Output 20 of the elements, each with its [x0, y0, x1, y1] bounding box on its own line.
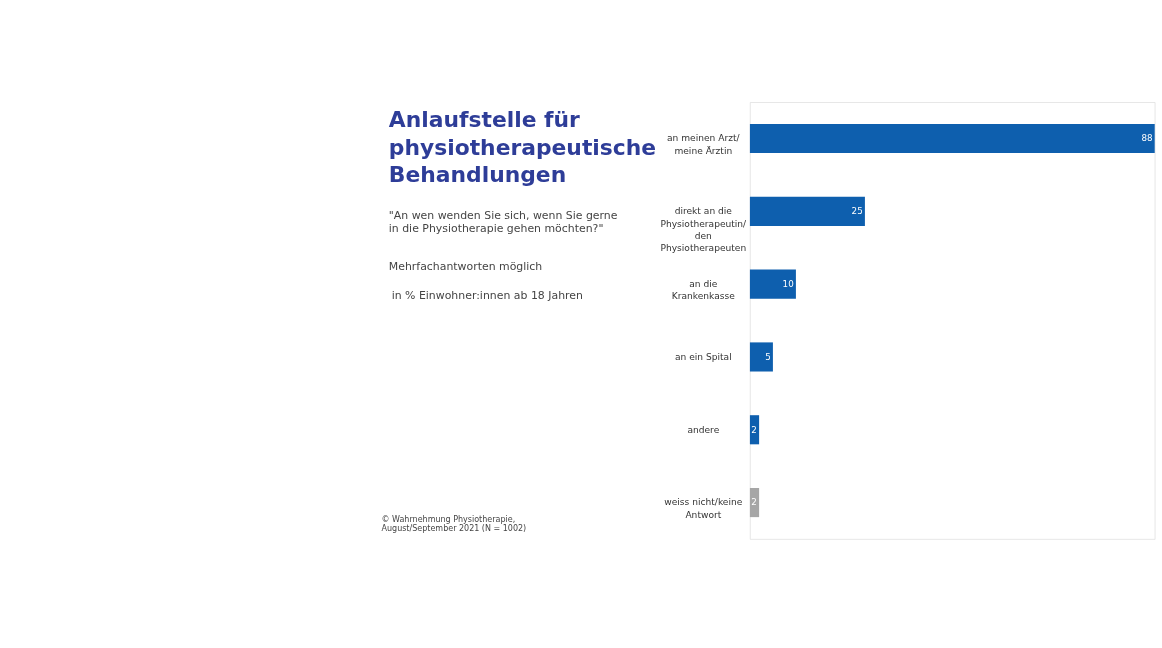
y-tick-label: direkt an die Physiotherapeutin/ den Physiotherapeuten — [660, 206, 748, 254]
y-tick-label: weiss nicht/keine Antwort — [664, 497, 743, 520]
data-label: 10 — [782, 279, 794, 290]
text: Anlaufstelle für physiotherapeutische Behandlungen — [388, 106, 657, 188]
y-tick-label: an meinen Arzt/ meine Ärztin — [667, 133, 741, 156]
text: "An wen wenden Sie sich, wenn Sie gerne in die Physiotherapie gehen möchten?" — [388, 208, 618, 236]
data-label: 25 — [851, 206, 863, 217]
data-label: 2 — [751, 424, 757, 435]
data-label: 88 — [1141, 133, 1153, 144]
y-tick-label: an ein Spital — [674, 351, 732, 362]
y-tick-label: andere — [687, 424, 720, 435]
bar — [749, 342, 773, 372]
text: Mehrfachantworten möglich — [388, 259, 543, 273]
bar — [749, 196, 865, 226]
y-tick-label: an die Krankenkasse — [671, 279, 736, 302]
bar — [749, 123, 1155, 154]
bar — [749, 269, 796, 299]
data-label: 5 — [765, 351, 771, 362]
data-label: 2 — [751, 497, 757, 508]
text: in % Einwohner:innen ab 18 Jahren — [391, 288, 583, 302]
